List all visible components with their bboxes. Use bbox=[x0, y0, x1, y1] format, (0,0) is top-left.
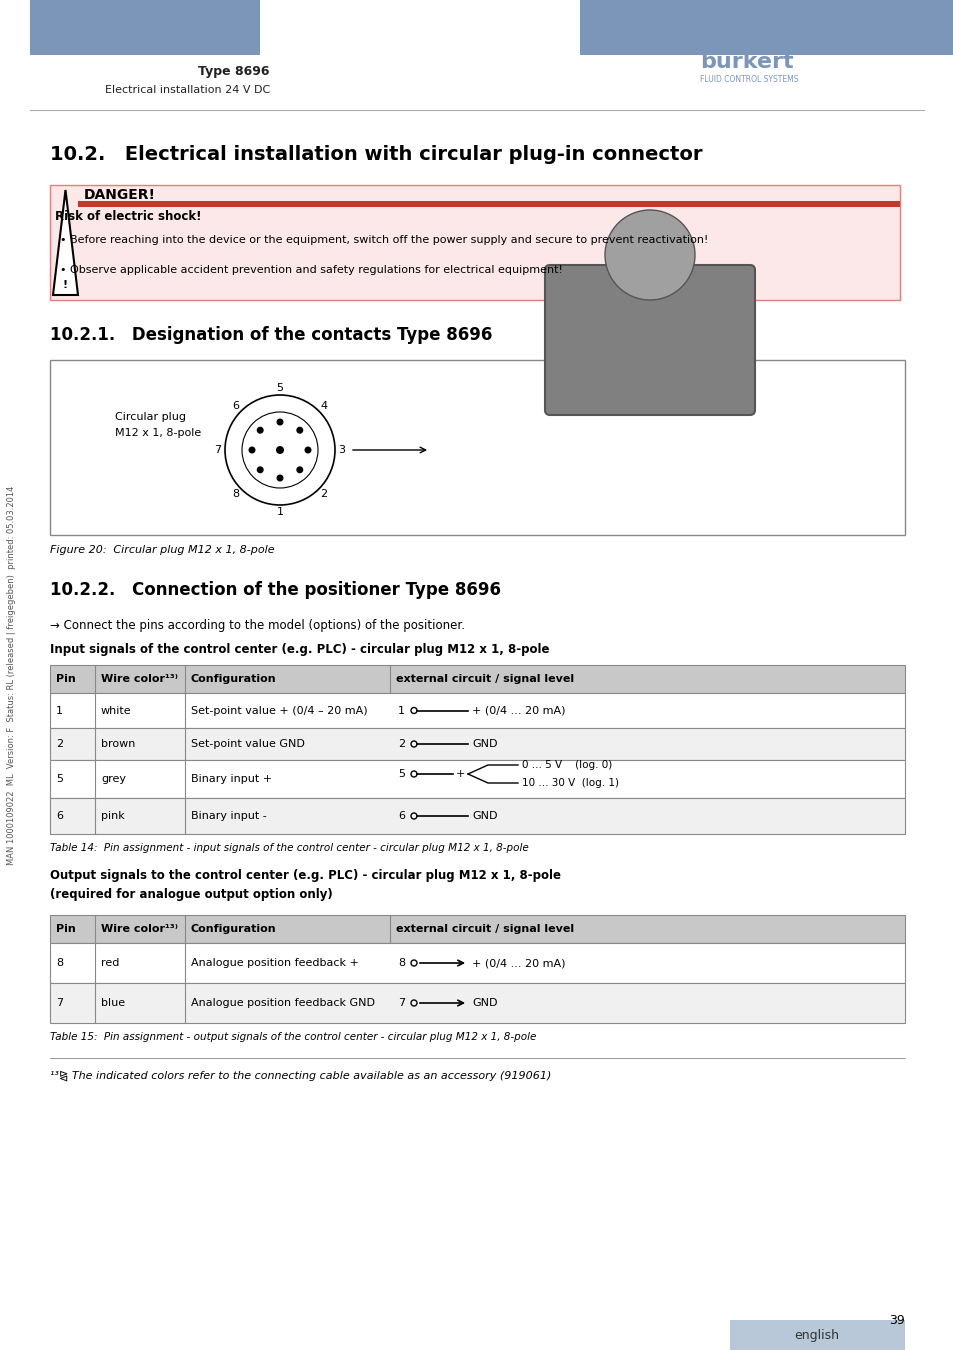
Text: Output signals to the control center (e.g. PLC) - circular plug M12 x 1, 8-pole
: Output signals to the control center (e.… bbox=[50, 869, 560, 900]
Text: 10 ... 30 V  (log. 1): 10 ... 30 V (log. 1) bbox=[521, 778, 618, 788]
Text: 6: 6 bbox=[233, 401, 239, 412]
Text: Input signals of the control center (e.g. PLC) - circular plug M12 x 1, 8-pole: Input signals of the control center (e.g… bbox=[50, 644, 549, 656]
FancyBboxPatch shape bbox=[50, 915, 904, 944]
Text: +: + bbox=[456, 769, 465, 779]
Text: 7: 7 bbox=[397, 998, 405, 1008]
Text: pink: pink bbox=[101, 811, 125, 821]
Text: external circuit / signal level: external circuit / signal level bbox=[395, 674, 574, 684]
Text: !: ! bbox=[63, 279, 68, 290]
Text: GND: GND bbox=[472, 738, 497, 749]
Text: • Before reaching into the device or the equipment, switch off the power supply : • Before reaching into the device or the… bbox=[60, 235, 708, 244]
Text: bürkert: bürkert bbox=[700, 53, 793, 72]
Text: + (0/4 ... 20 mA): + (0/4 ... 20 mA) bbox=[472, 706, 565, 716]
Text: 2: 2 bbox=[397, 738, 405, 749]
Text: red: red bbox=[101, 958, 119, 968]
Text: 5: 5 bbox=[56, 774, 63, 784]
FancyBboxPatch shape bbox=[579, 0, 953, 55]
Text: grey: grey bbox=[101, 774, 126, 784]
Circle shape bbox=[304, 447, 312, 454]
Text: GND: GND bbox=[472, 811, 497, 821]
Text: brown: brown bbox=[101, 738, 135, 749]
FancyBboxPatch shape bbox=[50, 944, 904, 983]
Text: Wire color¹³⁾: Wire color¹³⁾ bbox=[101, 674, 178, 684]
FancyBboxPatch shape bbox=[50, 666, 904, 693]
Text: 1: 1 bbox=[276, 508, 283, 517]
Text: 6: 6 bbox=[397, 811, 405, 821]
Text: • Observe applicable accident prevention and safety regulations for electrical e: • Observe applicable accident prevention… bbox=[60, 265, 562, 275]
Text: 3: 3 bbox=[338, 446, 345, 455]
Text: 10.2.2. Connection of the positioner Type 8696: 10.2.2. Connection of the positioner Typ… bbox=[50, 580, 500, 599]
Text: ¹³⧎ The indicated colors refer to the connecting cable available as an accessory: ¹³⧎ The indicated colors refer to the co… bbox=[50, 1071, 551, 1081]
Text: english: english bbox=[794, 1328, 839, 1342]
Text: 5: 5 bbox=[276, 383, 283, 393]
Circle shape bbox=[604, 211, 695, 300]
Text: DANGER!: DANGER! bbox=[84, 188, 156, 202]
Text: Table 15:   Pin assignment - output signals of the control center - circular plu: Table 15: Pin assignment - output signal… bbox=[50, 1031, 536, 1042]
Text: 5: 5 bbox=[397, 769, 405, 779]
Text: Table 14:   Pin assignment - input signals of the control center - circular plug: Table 14: Pin assignment - input signals… bbox=[50, 842, 528, 853]
Text: Analogue position feedback +: Analogue position feedback + bbox=[191, 958, 358, 968]
Text: 0 ... 5 V    (log. 0): 0 ... 5 V (log. 0) bbox=[521, 760, 612, 770]
Text: external circuit / signal level: external circuit / signal level bbox=[395, 923, 574, 934]
Text: Risk of electric shock!: Risk of electric shock! bbox=[55, 211, 201, 224]
Circle shape bbox=[276, 474, 283, 482]
Text: 7: 7 bbox=[214, 446, 221, 455]
Text: white: white bbox=[101, 706, 132, 716]
Text: Configuration: Configuration bbox=[191, 674, 276, 684]
FancyBboxPatch shape bbox=[50, 760, 904, 798]
Text: Figure 20:   Circular plug M12 x 1, 8-pole: Figure 20: Circular plug M12 x 1, 8-pole bbox=[50, 545, 274, 555]
Text: + (0/4 ... 20 mA): + (0/4 ... 20 mA) bbox=[472, 958, 565, 968]
Text: 10.2.1. Designation of the contacts Type 8696: 10.2.1. Designation of the contacts Type… bbox=[50, 325, 492, 344]
Text: 8: 8 bbox=[233, 489, 239, 500]
FancyBboxPatch shape bbox=[729, 1320, 904, 1350]
Text: Set-point value GND: Set-point value GND bbox=[191, 738, 305, 749]
FancyBboxPatch shape bbox=[50, 983, 904, 1023]
FancyBboxPatch shape bbox=[50, 798, 904, 834]
FancyBboxPatch shape bbox=[78, 201, 899, 207]
FancyBboxPatch shape bbox=[50, 185, 899, 300]
Text: 4: 4 bbox=[320, 401, 327, 412]
Text: Binary input +: Binary input + bbox=[191, 774, 272, 784]
Circle shape bbox=[256, 466, 263, 474]
Text: Pin: Pin bbox=[56, 923, 75, 934]
Text: blue: blue bbox=[101, 998, 125, 1008]
Text: 7: 7 bbox=[56, 998, 63, 1008]
Text: 10.2. Electrical installation with circular plug-in connector: 10.2. Electrical installation with circu… bbox=[50, 146, 701, 165]
Text: 2: 2 bbox=[320, 489, 327, 500]
Text: 1: 1 bbox=[397, 706, 405, 716]
Text: 6: 6 bbox=[56, 811, 63, 821]
Text: Set-point value + (0/4 – 20 mA): Set-point value + (0/4 – 20 mA) bbox=[191, 706, 367, 716]
FancyBboxPatch shape bbox=[30, 0, 260, 55]
Text: Binary input -: Binary input - bbox=[191, 811, 267, 821]
Text: Circular plug
M12 x 1, 8-pole: Circular plug M12 x 1, 8-pole bbox=[115, 412, 201, 439]
Text: 2: 2 bbox=[56, 738, 63, 749]
Text: Type 8696: Type 8696 bbox=[198, 66, 270, 78]
Text: 1: 1 bbox=[56, 706, 63, 716]
Text: Wire color¹³⁾: Wire color¹³⁾ bbox=[101, 923, 178, 934]
FancyBboxPatch shape bbox=[50, 360, 904, 535]
Text: FLUID CONTROL SYSTEMS: FLUID CONTROL SYSTEMS bbox=[700, 76, 798, 85]
Circle shape bbox=[275, 446, 284, 454]
FancyBboxPatch shape bbox=[50, 693, 904, 728]
FancyBboxPatch shape bbox=[50, 728, 904, 760]
Polygon shape bbox=[53, 190, 78, 296]
Text: Pin: Pin bbox=[56, 674, 75, 684]
FancyBboxPatch shape bbox=[544, 265, 754, 414]
Circle shape bbox=[248, 447, 255, 454]
Text: Analogue position feedback GND: Analogue position feedback GND bbox=[191, 998, 375, 1008]
Text: GND: GND bbox=[472, 998, 497, 1008]
Circle shape bbox=[296, 466, 303, 474]
Text: → Connect the pins according to the model (options) of the positioner.: → Connect the pins according to the mode… bbox=[50, 618, 464, 632]
Circle shape bbox=[296, 427, 303, 433]
Text: 39: 39 bbox=[888, 1314, 904, 1327]
Text: Electrical installation 24 V DC: Electrical installation 24 V DC bbox=[105, 85, 270, 94]
Text: 8: 8 bbox=[56, 958, 63, 968]
Text: MAN 1000109022  ML  Version: F  Status: RL (released | freigegeben)  printed: 05: MAN 1000109022 ML Version: F Status: RL … bbox=[8, 485, 16, 865]
Text: Configuration: Configuration bbox=[191, 923, 276, 934]
Circle shape bbox=[276, 418, 283, 425]
Text: 8: 8 bbox=[397, 958, 405, 968]
Circle shape bbox=[256, 427, 263, 433]
